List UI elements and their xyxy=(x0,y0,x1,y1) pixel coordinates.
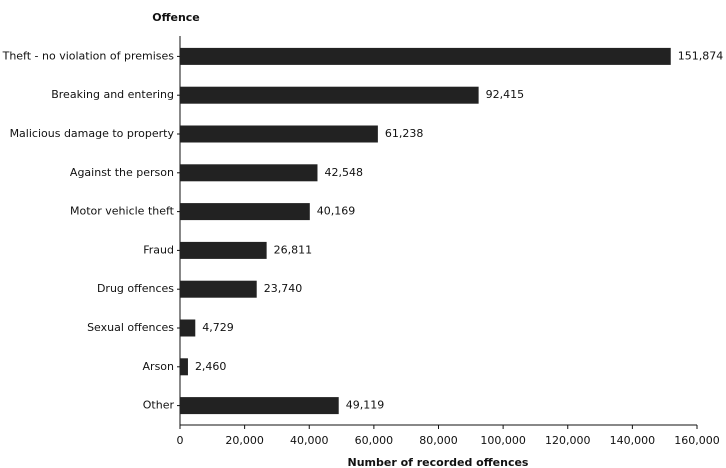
x-axis-title: Number of recorded offences xyxy=(348,456,529,468)
bar xyxy=(180,358,188,376)
x-tick-label: 160,000 xyxy=(674,434,720,447)
value-label: 61,238 xyxy=(385,127,424,140)
x-tick-label: 100,000 xyxy=(480,434,526,447)
y-tick-label: Drug offences xyxy=(97,282,174,295)
x-tick-label: 40,000 xyxy=(290,434,329,447)
value-label: 151,874 xyxy=(678,49,724,62)
y-tick-label: Sexual offences xyxy=(87,321,174,334)
value-label: 2,460 xyxy=(195,360,227,373)
value-label: 40,169 xyxy=(317,205,356,218)
x-tick-label: 120,000 xyxy=(545,434,591,447)
x-tick-label: 20,000 xyxy=(225,434,264,447)
y-tick-label: Against the person xyxy=(70,166,174,179)
value-label: 42,548 xyxy=(324,166,363,179)
value-label: 4,729 xyxy=(202,321,234,334)
x-tick-label: 80,000 xyxy=(419,434,458,447)
value-label: 26,811 xyxy=(274,243,313,256)
bar xyxy=(180,47,671,65)
y-tick-label: Other xyxy=(143,399,175,412)
bar xyxy=(180,203,310,221)
y-tick-label: Motor vehicle theft xyxy=(70,205,175,218)
y-tick-label: Breaking and entering xyxy=(51,88,174,101)
x-tick-label: 140,000 xyxy=(610,434,656,447)
y-tick-label: Malicious damage to property xyxy=(10,127,175,140)
bar xyxy=(180,280,257,298)
value-label: 23,740 xyxy=(264,282,303,295)
value-label: 92,415 xyxy=(486,88,525,101)
bar xyxy=(180,86,479,104)
value-label: 49,119 xyxy=(346,399,385,412)
x-tick-label: 0 xyxy=(177,434,184,447)
y-tick-label: Fraud xyxy=(143,243,174,256)
bar xyxy=(180,319,196,337)
y-tick-label: Theft - no violation of premises xyxy=(2,49,175,62)
x-tick-label: 60,000 xyxy=(355,434,394,447)
bar xyxy=(180,241,267,259)
bar xyxy=(180,164,318,182)
y-axis-title: Offence xyxy=(152,11,200,24)
bar xyxy=(180,125,378,143)
bar xyxy=(180,397,339,415)
y-tick-label: Arson xyxy=(143,360,175,373)
